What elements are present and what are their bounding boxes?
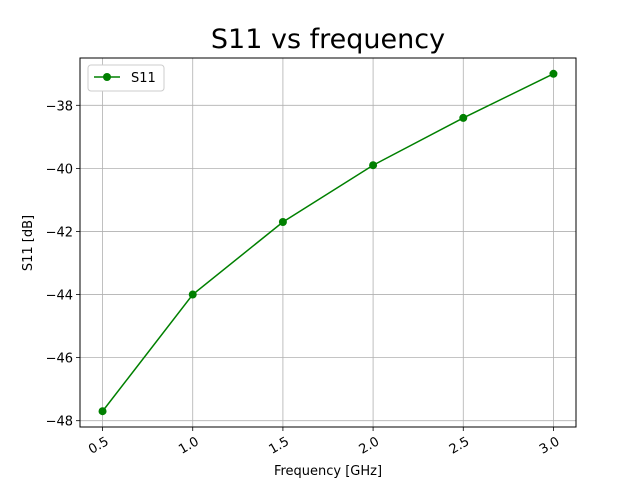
y-tick-label: −42	[46, 225, 73, 240]
y-tick-label: −48	[46, 415, 73, 430]
data-point-s11	[459, 113, 468, 122]
legend-marker-sample	[103, 73, 111, 81]
y-tick-label: −38	[46, 99, 73, 114]
series-line-s11	[101, 73, 554, 412]
x-axis-label: Frequency [GHz]	[274, 464, 382, 479]
data-point-s11	[549, 69, 558, 78]
y-tick-label: −40	[46, 162, 73, 177]
series-layer	[98, 69, 558, 416]
data-point-s11	[369, 161, 378, 170]
data-point-s11	[98, 407, 107, 416]
y-tick-label: −44	[46, 289, 73, 304]
grid	[80, 58, 576, 427]
legend-label-s11: S11	[131, 71, 156, 86]
data-point-s11	[278, 218, 287, 226]
legend-box	[87, 64, 165, 92]
data-point-s11	[188, 290, 197, 299]
chart-title: S11 vs frequency	[211, 24, 445, 55]
y-tick-label: −46	[46, 352, 73, 367]
y-axis-label: S11 [dB]	[21, 215, 36, 271]
legend: S11	[87, 64, 165, 92]
plot-area-frame	[79, 57, 577, 428]
